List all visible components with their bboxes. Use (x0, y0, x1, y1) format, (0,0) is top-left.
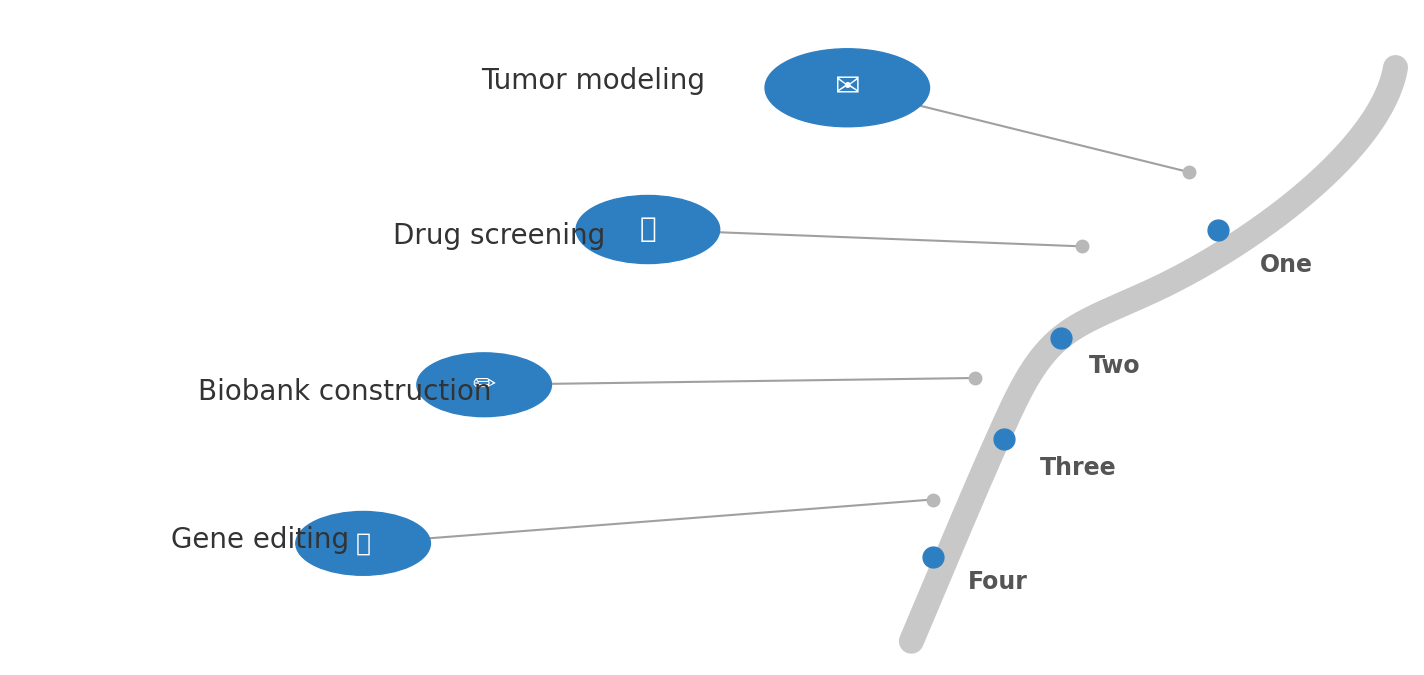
Text: Four: Four (968, 570, 1028, 595)
Text: Biobank construction: Biobank construction (198, 377, 491, 406)
Ellipse shape (296, 512, 430, 575)
Ellipse shape (417, 353, 551, 416)
Text: One: One (1260, 253, 1313, 277)
Text: Drug screening: Drug screening (393, 222, 605, 250)
Text: ✏: ✏ (473, 371, 496, 399)
Text: Tumor modeling: Tumor modeling (481, 67, 705, 95)
Ellipse shape (577, 196, 719, 263)
Text: 🖥: 🖥 (639, 215, 656, 244)
Text: ✉: ✉ (834, 74, 860, 102)
Ellipse shape (765, 49, 930, 127)
Text: Three: Three (1040, 456, 1116, 480)
Text: 🔍: 🔍 (356, 531, 370, 556)
Text: Two: Two (1089, 354, 1141, 379)
Text: Gene editing: Gene editing (171, 526, 349, 554)
